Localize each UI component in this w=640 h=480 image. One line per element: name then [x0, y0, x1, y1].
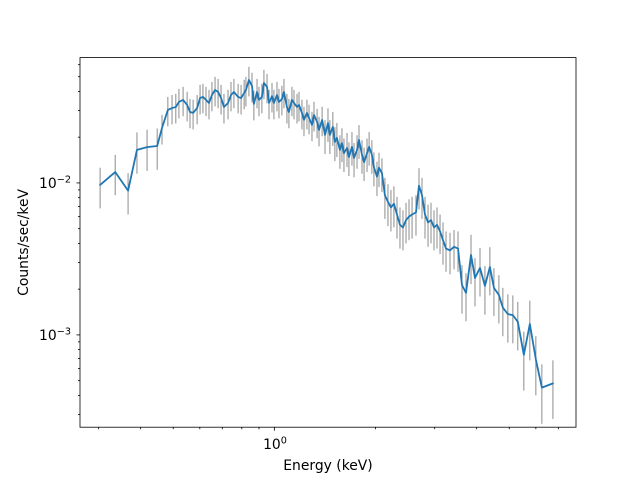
y-axis-label: Counts/sec/keV [16, 188, 32, 295]
x-tick-label-1: 100 [263, 436, 287, 454]
spectrum-line-layer [99, 79, 554, 389]
spectrum-line [99, 79, 554, 389]
axes-frame [79, 57, 577, 428]
y-tick-label-1e-2: 10−2 [39, 175, 71, 193]
x-axis-label: Energy (keV) [283, 458, 372, 474]
y-tick-label-1e-3: 10−3 [39, 327, 71, 345]
